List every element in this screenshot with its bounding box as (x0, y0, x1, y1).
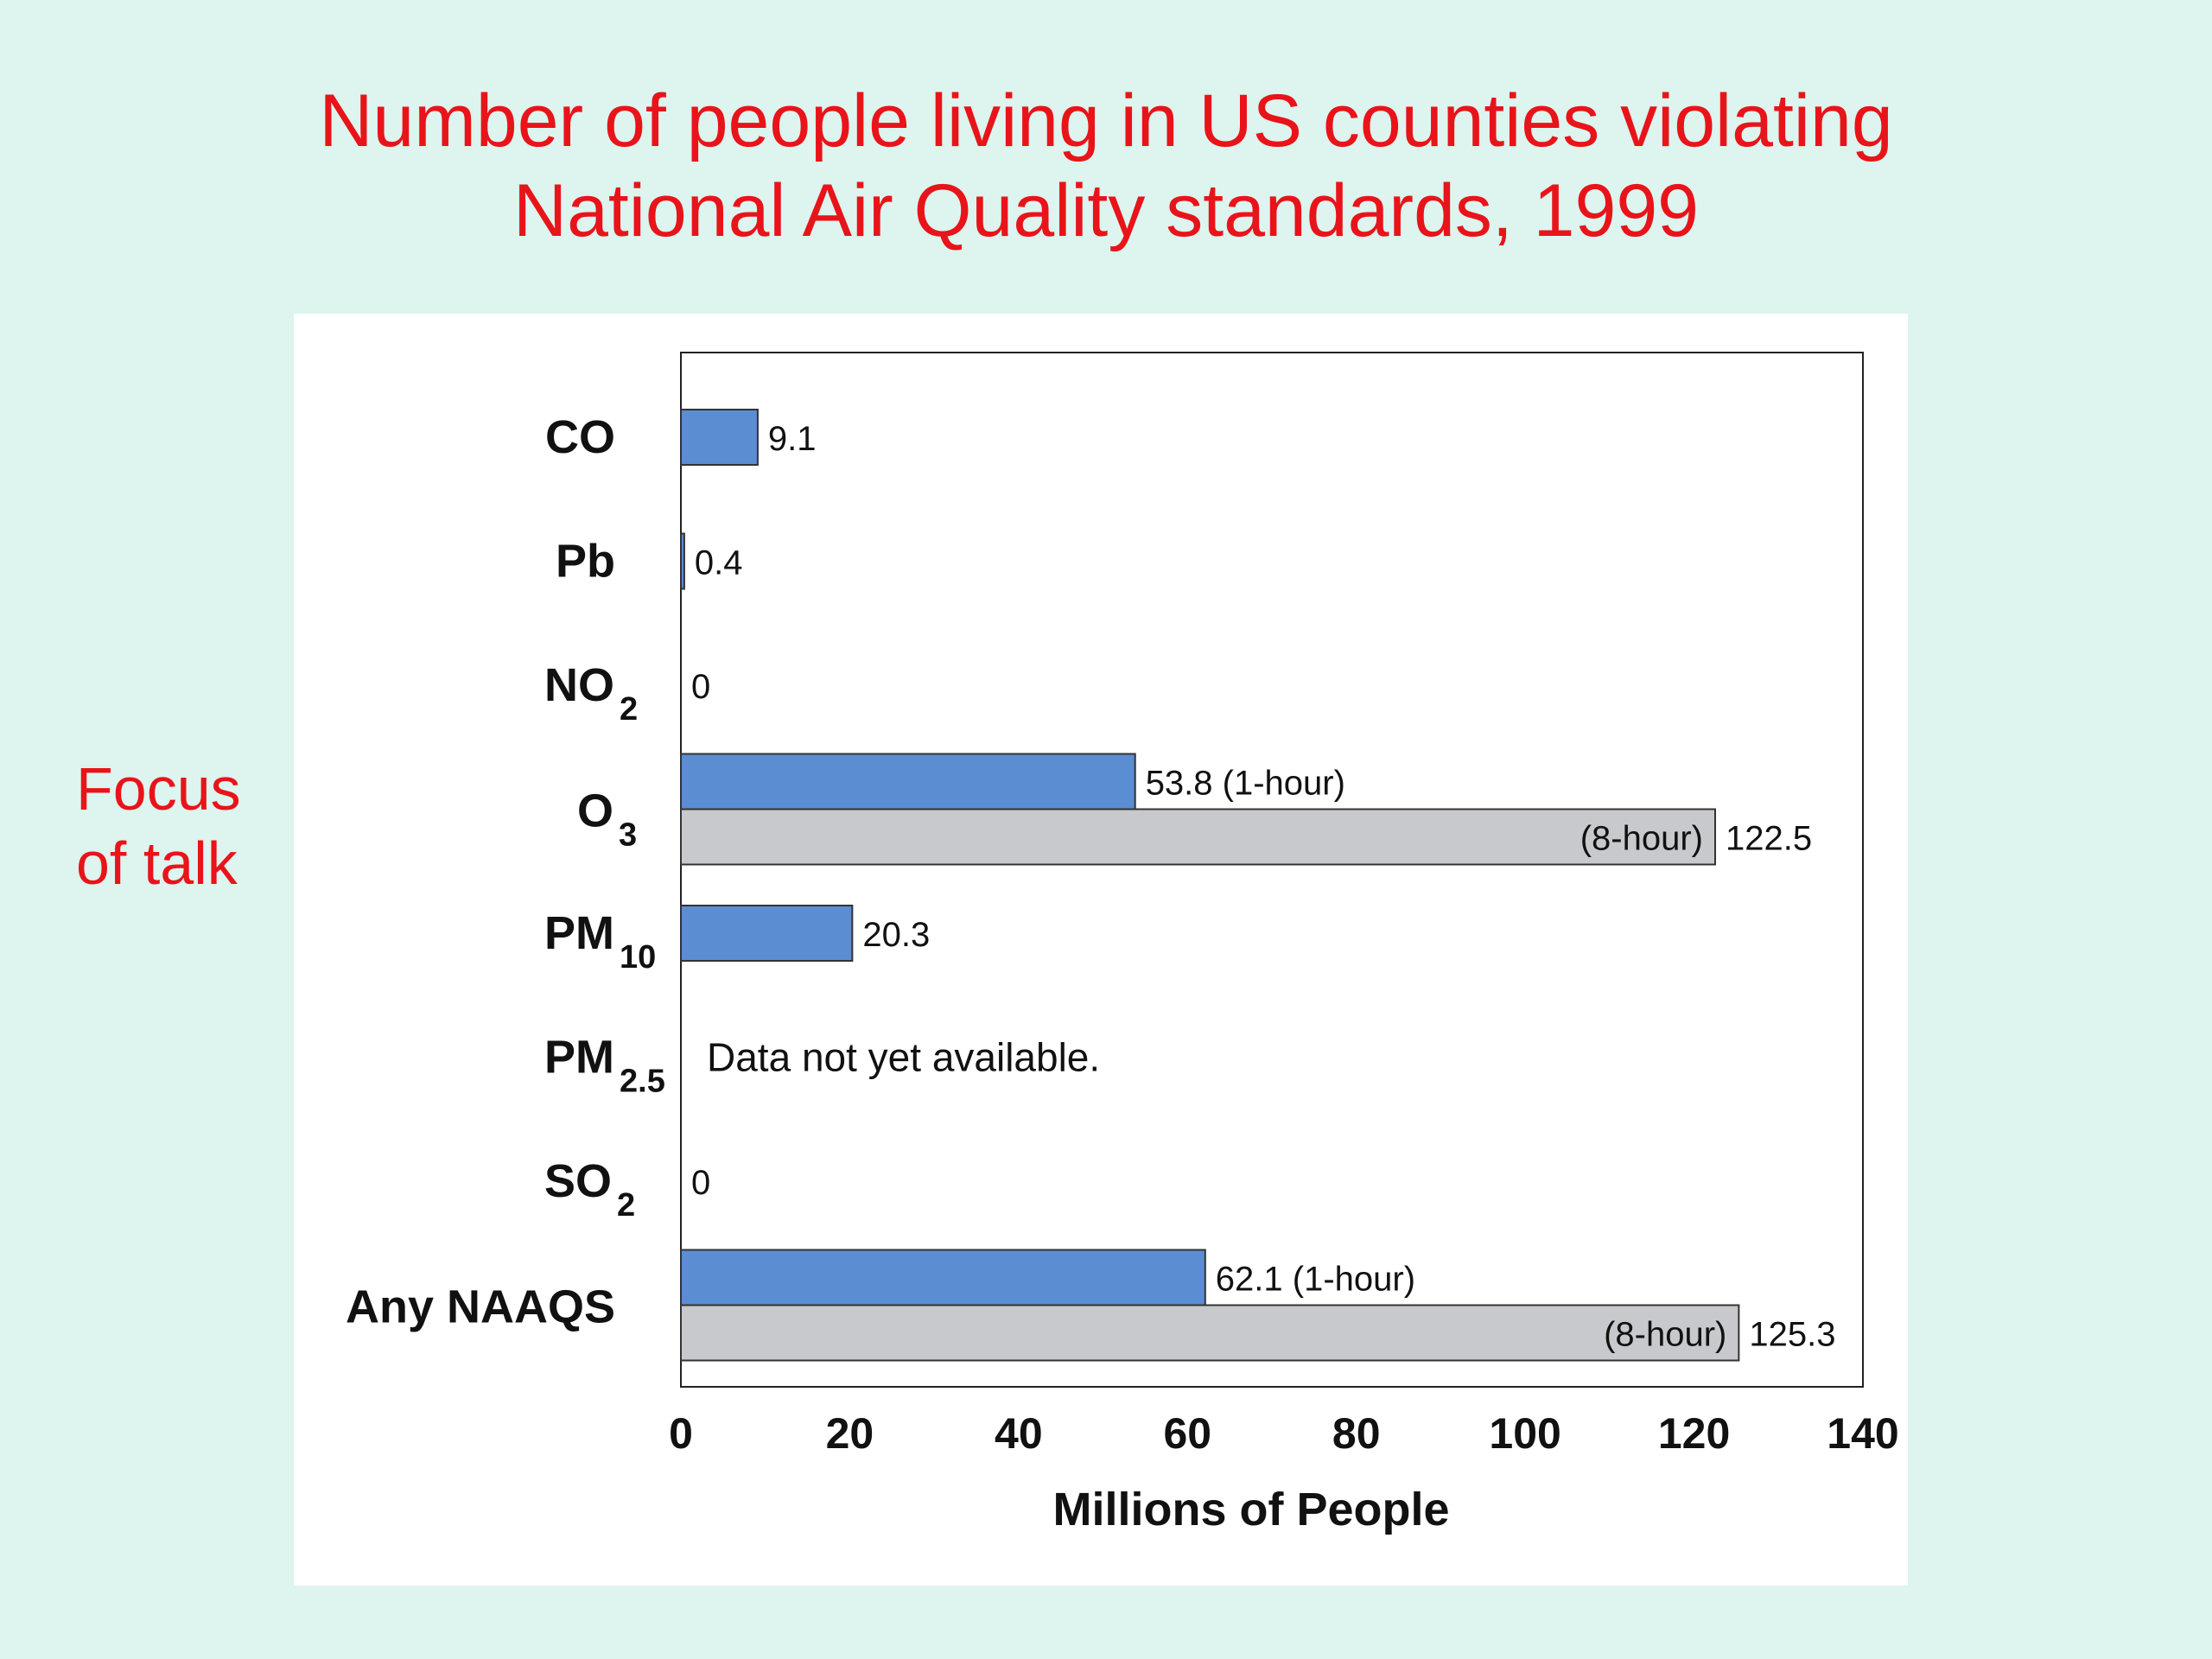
category-note: Data not yet available. (707, 1035, 1100, 1080)
slide-title: Number of people living in US counties v… (0, 76, 2212, 256)
bar (680, 905, 854, 962)
category-label: PM 10 (544, 907, 656, 976)
plot-frame (680, 352, 1864, 1388)
category-label: CO (545, 411, 615, 463)
category-label: Pb (556, 536, 615, 588)
bar (680, 753, 1136, 810)
data-label: 125.3 (1749, 1316, 1835, 1354)
x-tick-label: 60 (1163, 1409, 1211, 1458)
data-label: 0 (691, 1164, 710, 1202)
chart-panel: 0 20 40 60 80 100 120 140 Millions of People CO 9.… (294, 314, 1908, 1586)
data-label: 20.3 (862, 916, 930, 954)
x-tick-label: 140 (1827, 1409, 1898, 1458)
data-label: 62.1 (1-hour) (1216, 1261, 1415, 1299)
data-label-inner: (8-hour) (1580, 820, 1703, 858)
x-tick-label: 120 (1658, 1409, 1730, 1458)
x-tick-label: 80 (1332, 1409, 1381, 1458)
x-tick-label: 100 (1489, 1409, 1560, 1458)
focus-line-2: of talk (76, 830, 238, 897)
bar (680, 532, 685, 590)
data-label: 53.8 (1-hour) (1146, 765, 1345, 803)
bar (680, 1249, 1206, 1306)
data-label-inner: (8-hour) (1604, 1316, 1726, 1354)
x-tick-label: 20 (826, 1409, 874, 1458)
data-label: 9.1 (768, 420, 817, 458)
focus-line-1: Focus (76, 755, 241, 823)
bar (680, 409, 759, 466)
title-line-2: National Air Quality standards, 1999 (512, 169, 1699, 252)
category-label: SO 2 (544, 1155, 635, 1224)
data-label: 0 (691, 668, 710, 706)
x-tick-label: 40 (995, 1409, 1043, 1458)
focus-label: Focus of talk (76, 752, 241, 900)
x-axis-label: Millions of People (1052, 1484, 1449, 1535)
data-label: 122.5 (1726, 820, 1812, 858)
category-label: NO 2 (544, 659, 638, 728)
bar (680, 808, 1716, 866)
x-tick-label: 0 (669, 1409, 693, 1458)
category-label: Any NAAQS (346, 1281, 615, 1333)
title-line-1: Number of people living in US counties v… (319, 79, 1893, 162)
category-label: PM 2.5 (544, 1032, 665, 1100)
bar (680, 1304, 1740, 1362)
bar-chart: 0 20 40 60 80 100 120 140 Millions of People CO 9.… (346, 352, 1899, 1535)
data-label: 0.4 (695, 544, 743, 582)
